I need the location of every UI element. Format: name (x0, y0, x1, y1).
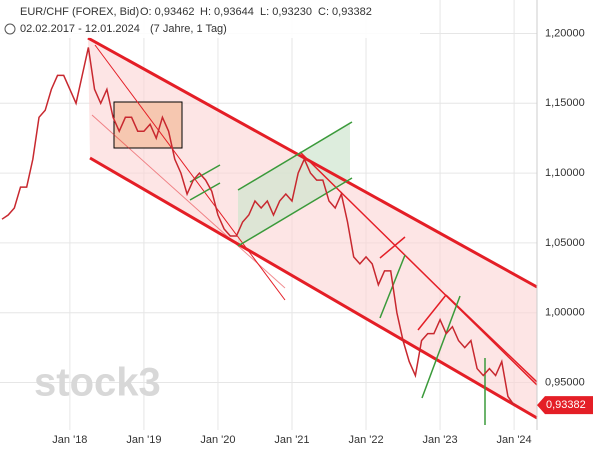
x-tick-label: Jan '18 (52, 434, 87, 446)
x-tick-label: Jan '21 (274, 434, 309, 446)
ohlc: O: 0,93462 (140, 6, 194, 18)
x-tick-label: Jan '22 (348, 434, 383, 446)
green-line (237, 177, 353, 247)
subtitle: 02.02.2017 - 12.01.2024 (20, 23, 140, 35)
y-tick-label: 1,15000 (545, 97, 585, 109)
x-tick-label: Jan '20 (200, 434, 235, 446)
last-value-tag (537, 396, 593, 415)
header-bg (0, 0, 420, 38)
channel-fill (88, 38, 537, 418)
green-line (421, 295, 461, 399)
range-box (113, 101, 183, 149)
x-tick-label: Jan '23 (422, 434, 457, 446)
trend-line (417, 294, 447, 331)
trend-line (89, 156, 538, 420)
trend-line (94, 44, 286, 301)
title: EUR/CHF (FOREX, Bid) (20, 6, 139, 18)
price-line (1, 47, 515, 406)
last-value-label: 0,93382 (546, 399, 586, 411)
trend-line (91, 114, 286, 289)
green-channel-fill (238, 122, 350, 246)
y-tick-label: 1,20000 (545, 27, 585, 39)
ohlc: H: 0,93644 (200, 6, 254, 18)
y-tick-label: 0,95000 (545, 376, 585, 388)
period: (7 Jahre, 1 Tag) (150, 23, 227, 35)
x-tick-label: Jan '19 (126, 434, 161, 446)
ohlc: L: 0,93230 (260, 6, 312, 18)
trend-line (299, 151, 538, 386)
x-tick-label: Jan '24 (497, 434, 532, 446)
green-line (237, 121, 353, 191)
ohlc: C: 0,93382 (318, 6, 372, 18)
y-tick-label: 1,05000 (545, 237, 585, 249)
y-tick-label: 1,10000 (545, 167, 585, 179)
trend-line (379, 236, 406, 259)
annotations (87, 36, 538, 425)
green-line (189, 182, 221, 201)
trend-line (445, 294, 538, 383)
y-tick-label: 1,00000 (545, 307, 585, 319)
clock-icon (4, 23, 16, 35)
watermark: stock3 (34, 361, 161, 405)
trend-line (87, 36, 538, 289)
